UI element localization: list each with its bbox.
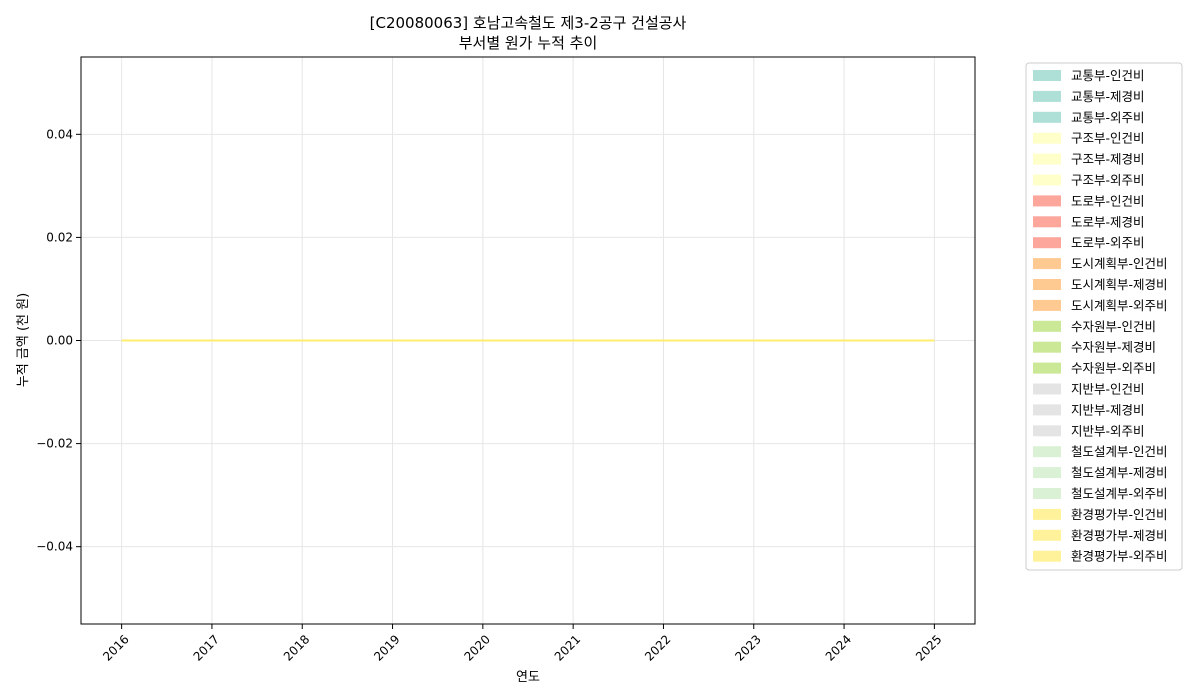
chart-title-line2: 부서별 원가 누적 추이	[459, 34, 598, 52]
x-tick-label: 2016	[100, 632, 131, 663]
legend-label: 교통부-인건비	[1071, 68, 1145, 83]
legend-swatch	[1033, 153, 1061, 165]
legend-label: 도로부-제경비	[1071, 214, 1145, 229]
legend-swatch	[1033, 404, 1061, 416]
legend-label: 도시계획부-인건비	[1071, 256, 1168, 271]
legend-swatch	[1033, 258, 1061, 270]
legend-label: 도로부-외주비	[1071, 235, 1145, 250]
legend-label: 구조부-인건비	[1071, 131, 1145, 146]
legend-label: 철도설계부-외주비	[1071, 486, 1168, 501]
x-tick-label: 2022	[642, 632, 673, 663]
x-axis-label: 연도	[516, 670, 540, 685]
tick-layer: 2016 2017 2018 2019 2020 2021 2022 2023 2024 2025…	[36, 127, 944, 663]
legend-label: 구조부-제경비	[1071, 152, 1145, 167]
x-tick-label: 2025	[913, 632, 944, 663]
legend-swatch	[1033, 446, 1061, 458]
y-axis-label: 누적 금액 (천 원)	[16, 293, 31, 387]
legend-swatch	[1033, 195, 1061, 207]
y-tick-label: −0.02	[36, 437, 73, 451]
y-tick-label: −0.04	[36, 540, 73, 554]
legend-label: 환경평가부-인건비	[1071, 507, 1168, 522]
y-tick-label: 0.00	[46, 334, 73, 348]
legend-label: 철도설계부-제경비	[1071, 465, 1168, 480]
legend-swatch	[1033, 237, 1061, 249]
legend-label: 지반부-제경비	[1071, 402, 1145, 417]
x-tick-label: 2023	[732, 632, 763, 663]
legend-swatch	[1033, 299, 1061, 311]
legend-swatch	[1033, 111, 1061, 123]
legend-label: 환경평가부-제경비	[1071, 528, 1168, 543]
legend-label: 도시계획부-외주비	[1071, 298, 1168, 313]
x-tick-label: 2018	[281, 632, 312, 663]
legend-swatch	[1033, 529, 1061, 541]
legend: 교통부-인건비교통부-제경비교통부-외주비구조부-인건비구조부-제경비구조부-외…	[1025, 62, 1183, 571]
legend-swatch	[1033, 132, 1061, 144]
x-tick-label: 2020	[461, 632, 492, 663]
legend-swatch	[1033, 341, 1061, 353]
legend-swatch	[1033, 90, 1061, 102]
legend-swatch	[1033, 279, 1061, 290]
legend-swatch	[1033, 508, 1061, 520]
legend-label: 도시계획부-제경비	[1071, 277, 1168, 292]
legend-swatch	[1033, 70, 1061, 81]
y-tick-label: 0.02	[46, 230, 73, 244]
legend-swatch	[1033, 383, 1061, 395]
legend-swatch	[1033, 488, 1061, 499]
y-tick-label: 0.04	[46, 127, 73, 141]
legend-swatch	[1033, 425, 1061, 437]
legend-label: 환경평가부-외주비	[1071, 549, 1168, 564]
legend-label: 지반부-인건비	[1071, 382, 1145, 397]
legend-swatch	[1033, 362, 1061, 374]
legend-label: 교통부-제경비	[1071, 89, 1145, 104]
legend-label: 도로부-인건비	[1071, 193, 1145, 208]
legend-label: 수자원부-제경비	[1071, 340, 1156, 355]
legend-swatch	[1033, 550, 1061, 562]
legend-label: 지반부-외주비	[1071, 423, 1145, 438]
x-tick-label: 2019	[371, 632, 402, 663]
legend-frame	[1025, 62, 1183, 571]
legend-label: 철도설계부-인건비	[1071, 444, 1168, 459]
legend-label: 수자원부-외주비	[1071, 361, 1156, 376]
legend-label: 수자원부-인건비	[1071, 319, 1156, 334]
legend-swatch	[1033, 320, 1061, 332]
x-tick-label: 2017	[191, 632, 222, 663]
legend-label: 구조부-외주비	[1071, 173, 1145, 188]
legend-swatch	[1033, 174, 1061, 186]
chart-title-line1: [C20080063] 호남고속철도 제3-2공구 건설공사	[370, 14, 687, 32]
legend-swatch	[1033, 467, 1061, 479]
legend-swatch	[1033, 216, 1061, 228]
x-tick-label: 2024	[823, 632, 854, 663]
x-tick-label: 2021	[552, 632, 583, 663]
legend-label: 교통부-외주비	[1071, 110, 1145, 125]
